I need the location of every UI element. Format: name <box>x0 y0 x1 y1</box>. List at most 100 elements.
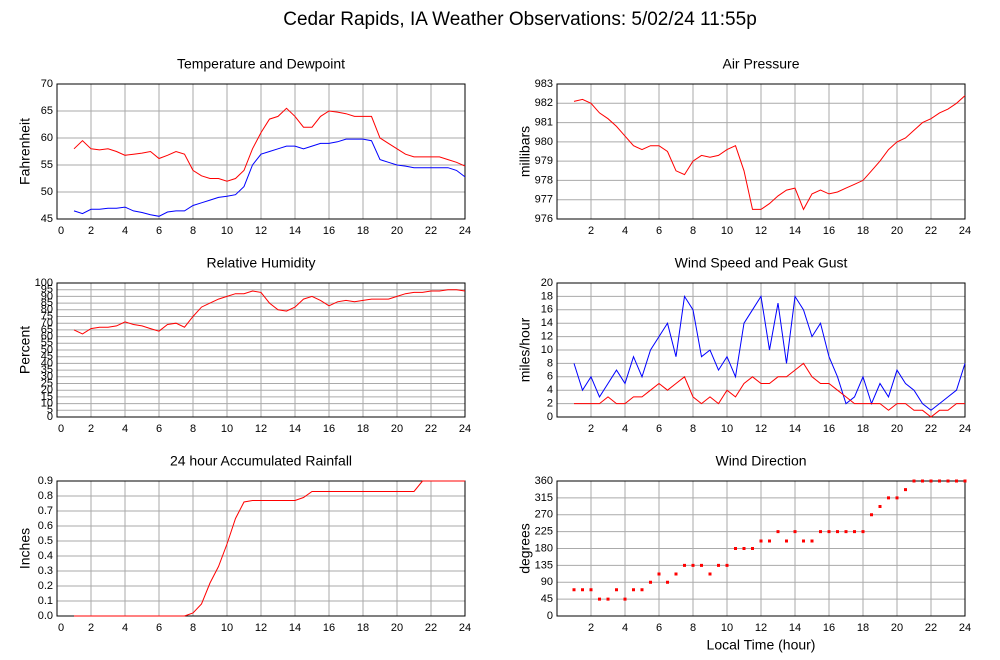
data-point <box>810 539 814 543</box>
data-line <box>574 362 965 418</box>
x-tick-label: 18 <box>857 622 869 634</box>
data-point <box>938 479 941 483</box>
x-tick-label: 6 <box>656 622 662 634</box>
x-tick-label: 22 <box>425 622 437 634</box>
x-tick-label: 8 <box>190 423 196 435</box>
y-tick-label: 270 <box>535 509 553 521</box>
y-tick-label: 0.0 <box>38 610 53 622</box>
y-tick-label: 983 <box>535 78 553 90</box>
y-tick-label: 60 <box>41 132 53 144</box>
y-tick-label: 85 <box>41 297 53 309</box>
x-tick-label: 4 <box>122 622 128 634</box>
y-tick-label: 15 <box>41 391 53 403</box>
x-tick-label: 24 <box>459 423 471 435</box>
x-tick-label: 14 <box>289 225 301 237</box>
y-axis-label: Fahrenheit <box>17 118 33 185</box>
x-tick-label: 24 <box>959 225 971 237</box>
x-tick-label: 2 <box>88 225 94 237</box>
data-point <box>632 588 635 592</box>
x-tick-label: 16 <box>823 225 835 237</box>
y-tick-label: 135 <box>535 559 553 571</box>
x-tick-label: 22 <box>425 423 437 435</box>
chart-title: Air Pressure <box>722 56 799 72</box>
y-tick-label: 14 <box>541 317 553 329</box>
y-tick-label: 0.2 <box>38 580 53 592</box>
y-tick-label: 0.1 <box>38 595 53 607</box>
x-tick-label: 4 <box>622 423 628 435</box>
x-tick-label: 6 <box>656 423 662 435</box>
data-point <box>895 496 899 500</box>
data-point <box>946 479 950 483</box>
x-tick-label: 6 <box>656 225 662 237</box>
data-point <box>717 563 720 567</box>
data-point <box>819 530 822 534</box>
y-tick-label: 90 <box>541 576 553 588</box>
y-tick-label: 60 <box>41 331 53 343</box>
y-axis-label: millibars <box>517 126 533 177</box>
y-axis-label: Percent <box>17 326 33 374</box>
chart-title: Wind Speed and Peak Gust <box>675 255 848 271</box>
x-tick-label: 16 <box>323 225 335 237</box>
data-point <box>776 530 780 534</box>
y-tick-label: 8 <box>547 357 553 369</box>
x-tick-label: 12 <box>255 622 267 634</box>
plot-frame <box>56 282 466 418</box>
y-axis-label: degrees <box>517 523 533 574</box>
y-tick-label: 0.6 <box>38 520 53 532</box>
data-point <box>649 580 652 584</box>
chart-title: Wind Direction <box>715 453 806 469</box>
x-tick-label: 4 <box>122 225 128 237</box>
y-tick-label: 0.7 <box>38 505 53 517</box>
data-point <box>615 588 618 592</box>
x-tick-label: 20 <box>391 622 403 634</box>
x-tick-label: 22 <box>425 225 437 237</box>
data-point <box>844 530 848 534</box>
x-tick-label: 24 <box>459 225 471 237</box>
x-tick-label: 16 <box>823 622 835 634</box>
x-tick-label: 18 <box>357 423 369 435</box>
y-tick-label: 0.4 <box>38 550 53 562</box>
x-tick-label: 6 <box>156 423 162 435</box>
y-axis-label: Inches <box>17 528 33 569</box>
y-tick-label: 35 <box>41 364 53 376</box>
y-tick-label: 16 <box>541 304 553 316</box>
x-tick-label: 2 <box>88 423 94 435</box>
y-tick-label: 50 <box>41 186 53 198</box>
x-tick-label: 12 <box>255 225 267 237</box>
x-tick-label: 20 <box>391 423 403 435</box>
x-tick-label: 6 <box>156 225 162 237</box>
y-tick-label: 180 <box>535 542 553 554</box>
data-point <box>912 479 916 483</box>
x-tick-label: 16 <box>323 423 335 435</box>
x-tick-label: 24 <box>959 622 971 634</box>
data-point <box>836 530 839 534</box>
y-tick-label: 45 <box>41 213 53 225</box>
y-tick-label: 978 <box>535 174 553 186</box>
data-point <box>785 539 788 543</box>
data-point <box>793 530 797 534</box>
x-tick-label: 12 <box>755 225 767 237</box>
y-tick-label: 980 <box>535 136 553 148</box>
x-tick-label: 22 <box>925 225 937 237</box>
x-tick-label: 10 <box>221 423 233 435</box>
data-point <box>751 547 754 550</box>
y-tick-label: 12 <box>541 331 553 343</box>
y-tick-label: 70 <box>41 78 53 90</box>
x-tick-label: 18 <box>857 225 869 237</box>
x-tick-label: 10 <box>221 225 233 237</box>
data-line <box>573 294 966 411</box>
y-tick-label: 90 <box>41 290 53 302</box>
y-tick-label: 0 <box>547 610 553 622</box>
y-tick-label: 55 <box>41 159 53 171</box>
x-tick-label: 2 <box>88 622 94 634</box>
y-tick-label: 65 <box>41 105 53 117</box>
x-tick-label: 12 <box>255 423 267 435</box>
chart-title: 24 hour Accumulated Rainfall <box>170 453 352 469</box>
chart-title: Relative Humidity <box>207 255 316 271</box>
x-tick-label: 10 <box>721 423 733 435</box>
data-point <box>742 547 746 550</box>
y-tick-label: 0.9 <box>38 475 53 487</box>
data-point <box>759 539 763 543</box>
data-line <box>73 289 466 335</box>
